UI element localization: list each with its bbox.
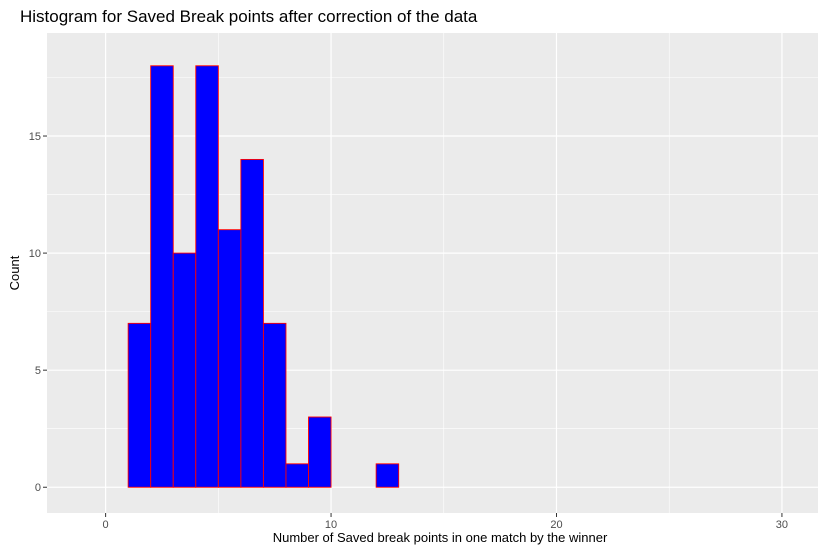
x-tick-label: 0 [103, 519, 109, 531]
y-tick-label: 15 [29, 131, 41, 143]
histogram-bar [127, 322, 152, 488]
x-tick-label: 30 [776, 519, 788, 531]
histogram-bar [308, 416, 332, 488]
y-tick-label: 0 [35, 482, 41, 494]
histogram-bar [217, 229, 242, 488]
x-tick-label: 20 [550, 519, 562, 531]
histogram-bar [150, 65, 174, 488]
x-axis-title: Number of Saved break points in one matc… [273, 530, 608, 545]
chart-title: Histogram for Saved Break points after c… [20, 7, 478, 26]
histogram-bar [195, 65, 219, 488]
histogram-bar [240, 158, 264, 488]
axis-ticks: 0 10 20 30 0 5 10 15 [29, 131, 788, 531]
y-tick-label: 5 [35, 365, 41, 377]
x-tick-label: 10 [325, 519, 337, 531]
y-axis-title: Count [7, 255, 22, 290]
histogram-bar [262, 322, 287, 488]
y-tick-label: 10 [29, 248, 41, 260]
histogram-bar [285, 463, 309, 488]
histogram-bar [375, 463, 400, 488]
histogram-bars [127, 65, 400, 488]
histogram-bar [172, 252, 197, 488]
